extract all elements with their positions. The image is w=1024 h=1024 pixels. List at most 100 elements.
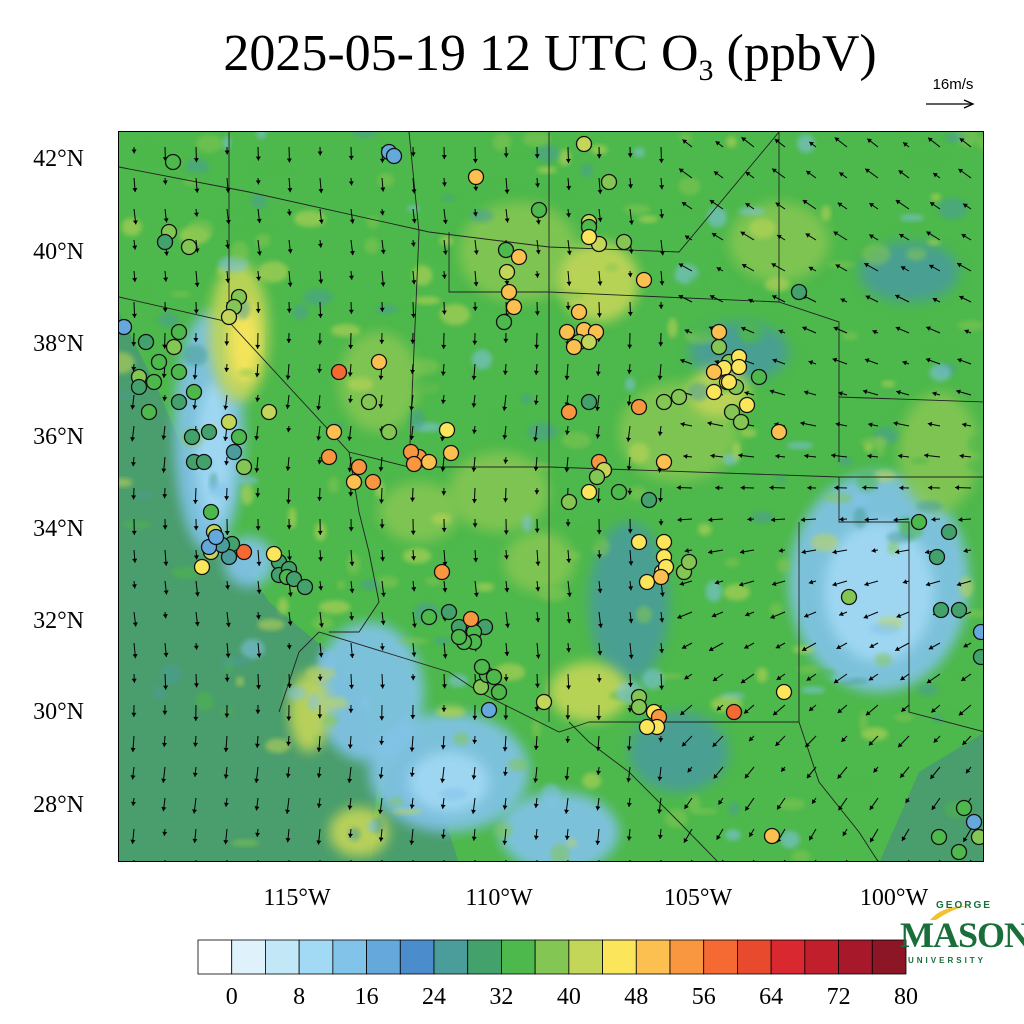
lat-label-42n: 42°N [33, 146, 84, 172]
monitoring-site [235, 543, 253, 561]
wind-arrow [130, 828, 136, 844]
ozone-colorbar [197, 939, 907, 975]
wind-arrow [163, 642, 169, 658]
wind-arrow [839, 516, 848, 522]
ozone-texture-patch [360, 696, 371, 711]
monitoring-site [505, 298, 523, 316]
wind-arrow [440, 363, 446, 376]
ozone-contour-area [899, 392, 979, 512]
monitoring-site [940, 523, 958, 541]
wind-arrow [347, 766, 353, 783]
wind-arrow [778, 329, 786, 335]
wind-arrow [899, 485, 910, 491]
wind-arrow [740, 326, 755, 334]
ozone-contour-area [589, 522, 669, 682]
logo-university: UNIVERSITY [908, 956, 987, 965]
monitoring-site [738, 396, 756, 414]
wind-arrow [708, 517, 724, 523]
wind-arrow [193, 673, 199, 688]
wind-arrow [347, 735, 353, 749]
wind-arrow [713, 766, 724, 779]
wind-arrow [317, 456, 323, 465]
ozone-texture-patch [322, 714, 339, 728]
wind-arrow [132, 270, 138, 283]
ozone-map[interactable] [118, 131, 984, 862]
wind-arrow [409, 735, 415, 752]
monitoring-site [202, 503, 220, 521]
ozone-texture-patch [886, 531, 913, 543]
ozone-texture-patch [413, 296, 441, 305]
ozone-texture-patch [439, 787, 468, 801]
colorbar-tick-label: 56 [691, 984, 716, 1010]
ozone-texture-patch [740, 428, 757, 438]
colorbar-bin [838, 939, 873, 975]
wind-arrow [864, 262, 879, 272]
monitoring-site [235, 458, 253, 476]
ozone-texture-patch [330, 323, 361, 337]
wind-arrow [409, 766, 415, 777]
wind-arrow [708, 642, 724, 652]
ozone-texture-patch [470, 209, 494, 223]
wind-arrow [130, 735, 136, 752]
ozone-texture-patch [881, 380, 896, 388]
wind-arrow [286, 208, 292, 216]
monitoring-site [438, 421, 456, 439]
wind-arrow [658, 487, 664, 503]
ozone-field [119, 132, 983, 861]
ozone-texture-patch [751, 511, 774, 524]
wind-arrow [748, 735, 755, 742]
wind-arrow [286, 704, 292, 721]
monitoring-site [440, 603, 458, 621]
ozone-texture-patch [157, 312, 179, 327]
ozone-texture-patch [347, 377, 374, 392]
ozone-texture-patch [776, 475, 787, 483]
wind-arrow [224, 456, 230, 466]
monitoring-site [296, 578, 314, 596]
ozone-texture-patch [119, 391, 135, 399]
wind-arrow [628, 208, 634, 225]
wind-arrow [959, 453, 972, 459]
ozone-contour-area [409, 752, 489, 812]
colorbar-tick-label: 32 [489, 984, 514, 1010]
wind-arrow [380, 239, 386, 255]
lat-label-32n: 32°N [33, 608, 84, 634]
wind-arrow [224, 673, 230, 682]
ozone-texture-patch [241, 484, 254, 506]
wind-arrow [255, 332, 261, 349]
wind-arrow [771, 580, 786, 587]
wind-arrow [564, 766, 570, 781]
ozone-texture-patch [436, 707, 466, 717]
colorbar-bin [737, 939, 772, 975]
ozone-texture-patch [887, 540, 900, 555]
wind-arrow [163, 270, 169, 282]
monitoring-site [638, 718, 656, 736]
wind-arrow [163, 549, 169, 566]
wind-arrow [410, 487, 416, 502]
ozone-texture-patch [662, 259, 676, 280]
wind-arrow [902, 360, 910, 366]
ozone-texture-patch [303, 289, 333, 306]
wind-arrow [317, 518, 323, 535]
wind-arrow [379, 301, 385, 312]
monitoring-site [405, 455, 423, 473]
wind-arrow [627, 301, 633, 317]
wind-arrow [744, 390, 755, 396]
border-line [548, 291, 840, 462]
wind-arrow [928, 485, 941, 491]
wind-arrow [440, 735, 446, 750]
wind-arrow [473, 270, 479, 287]
monitoring-site [560, 403, 578, 421]
monitoring-site [350, 458, 368, 476]
wind-arrow [596, 487, 602, 503]
ozone-texture-patch [471, 349, 493, 370]
wind-arrow [471, 394, 477, 408]
wind-arrow [161, 797, 167, 812]
wind-arrow [316, 797, 322, 808]
wind-arrow [628, 177, 634, 189]
lat-label-34n: 34°N [33, 516, 84, 542]
monitoring-site [635, 271, 653, 289]
ozone-texture-patch [409, 358, 440, 375]
ozone-texture-patch [292, 303, 308, 321]
wind-arrow [534, 301, 540, 316]
wind-arrow [378, 797, 384, 814]
